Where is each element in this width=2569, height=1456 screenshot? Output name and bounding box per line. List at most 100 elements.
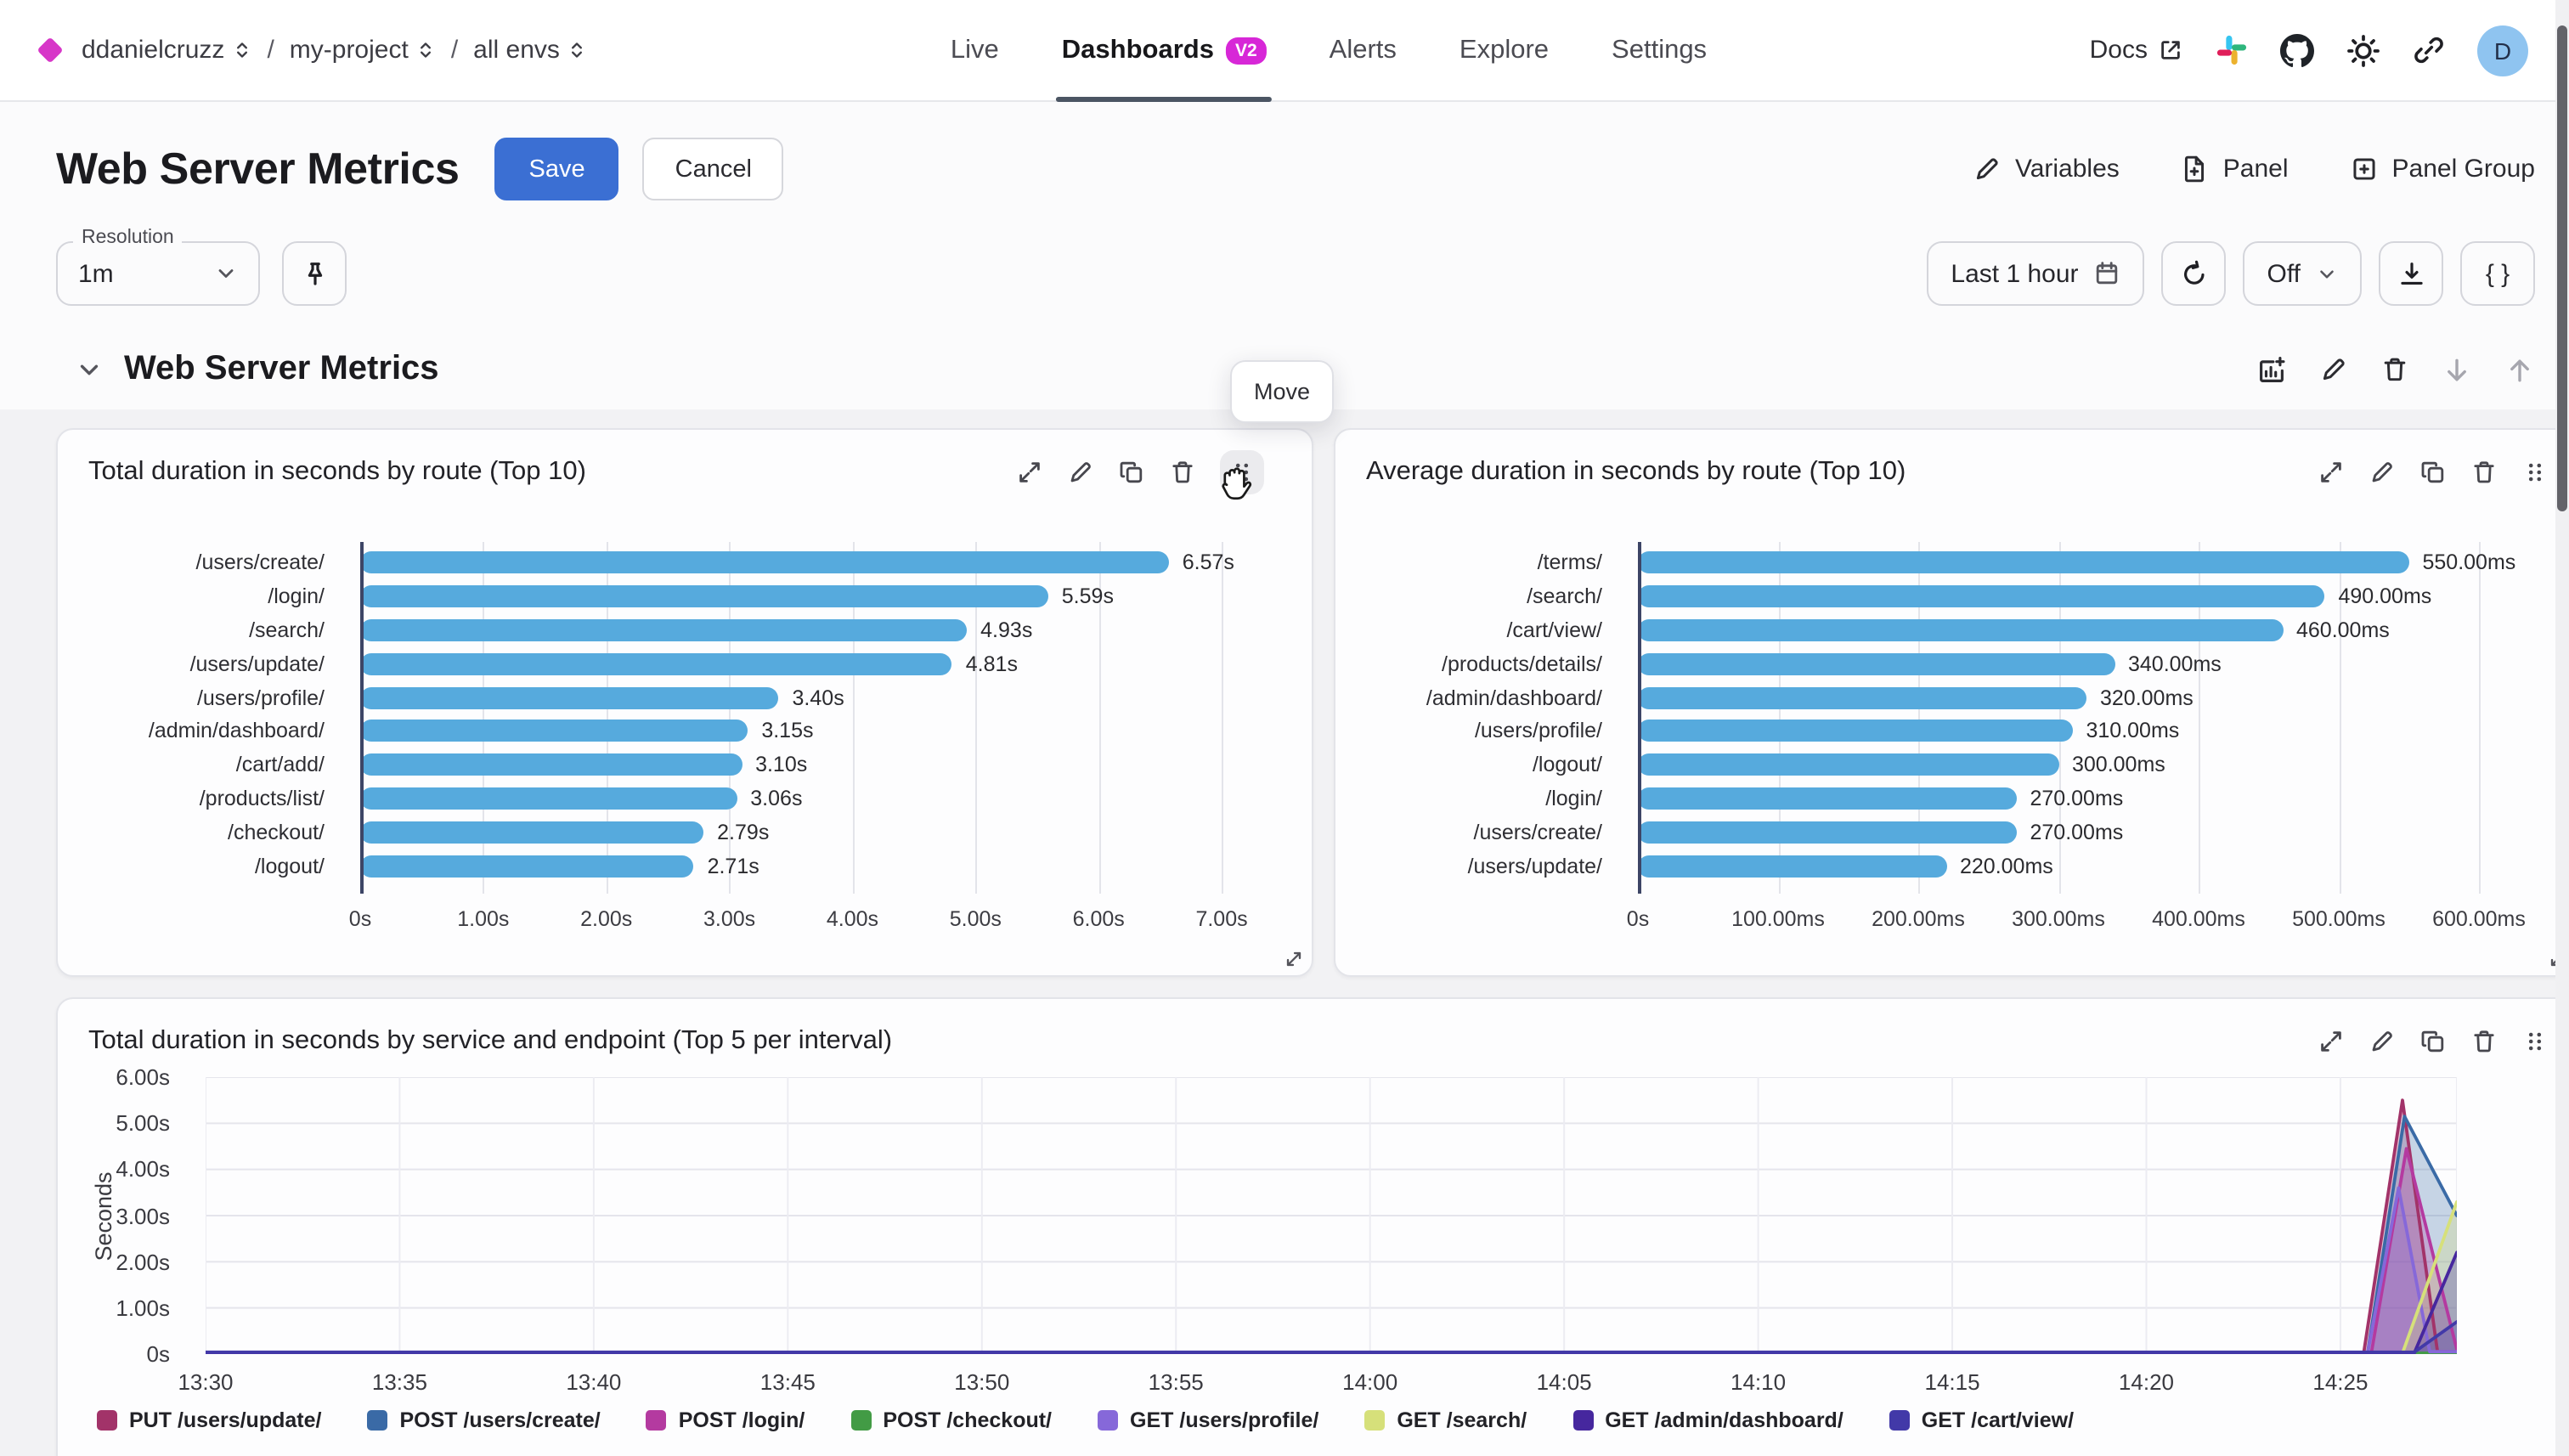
docs-link[interactable]: Docs — [2090, 36, 2183, 65]
time-range-button[interactable]: Last 1 hour — [1927, 241, 2145, 306]
expand-panel-icon[interactable] — [2318, 459, 2345, 486]
legend-label: GET /admin/dashboard/ — [1605, 1408, 1843, 1432]
bar-category-label: /users/create/ — [195, 550, 325, 574]
bar-row: 4.81s — [360, 646, 1271, 680]
breadcrumb: ddanielcruzz / my-project / all envs — [37, 36, 587, 65]
main-nav: Live Dashboards V2 Alerts Explore Settin… — [951, 0, 1707, 102]
panel-group-actions — [2256, 354, 2535, 385]
brand-diamond-icon — [37, 37, 64, 64]
slack-icon[interactable] — [2216, 34, 2248, 66]
edit-section-icon[interactable] — [2319, 355, 2348, 384]
bar-row: 3.40s — [360, 680, 1271, 714]
bar-value-label: 3.06s — [750, 787, 803, 811]
bar-category-label: /login/ — [1545, 787, 1602, 811]
bar — [1638, 787, 2017, 810]
delete-panel-icon[interactable] — [2470, 459, 2498, 486]
legend-label: PUT /users/update/ — [129, 1408, 322, 1432]
auto-refresh-select[interactable]: Off — [2243, 241, 2362, 306]
tab-settings[interactable]: Settings — [1612, 36, 1708, 65]
user-avatar[interactable]: D — [2477, 25, 2528, 76]
legend-swatch — [1098, 1410, 1119, 1431]
refresh-button[interactable] — [2161, 241, 2227, 306]
chevron-down-icon — [218, 269, 234, 278]
add-panel-group-button[interactable]: Panel Group — [2350, 155, 2535, 183]
delete-section-icon[interactable] — [2380, 355, 2409, 384]
gridline — [1778, 542, 1780, 894]
gridline — [1222, 542, 1224, 894]
delete-panel-icon[interactable] — [1169, 459, 1196, 486]
duplicate-panel-icon[interactable] — [2419, 1028, 2447, 1055]
cancel-button[interactable]: Cancel — [642, 138, 784, 200]
legend-item[interactable]: POST /users/create/ — [367, 1408, 601, 1432]
download-button[interactable] — [2379, 241, 2443, 306]
variables-button[interactable]: Variables — [1973, 155, 2120, 183]
bar-value-label: 310.00ms — [2086, 719, 2180, 743]
collapse-chevron-icon[interactable] — [76, 357, 102, 382]
edit-panel-icon[interactable] — [2369, 459, 2396, 486]
github-icon[interactable] — [2280, 33, 2314, 67]
auto-refresh-value: Off — [2267, 259, 2301, 288]
duplicate-panel-icon[interactable] — [1118, 459, 1145, 486]
bar-category-label: /admin/dashboard/ — [148, 719, 325, 743]
save-button[interactable]: Save — [494, 138, 619, 200]
tab-dashboards[interactable]: Dashboards V2 — [1056, 0, 1273, 102]
header-actions: Variables Panel Panel Group — [1973, 155, 2535, 183]
project-selector[interactable]: my-project — [290, 36, 436, 65]
bar — [360, 652, 952, 675]
bar-value-label: 460.00ms — [2296, 618, 2390, 642]
x-tick-label: 3.00s — [703, 907, 756, 931]
bar-row: 3.06s — [360, 782, 1271, 816]
add-panel-button[interactable]: Panel — [2181, 155, 2289, 183]
y-tick-label: 0s — [146, 1341, 170, 1367]
environment-selector[interactable]: all envs — [473, 36, 587, 65]
link-icon[interactable] — [2413, 34, 2445, 66]
legend-item[interactable]: GET /admin/dashboard/ — [1572, 1408, 1843, 1432]
add-chart-icon[interactable] — [2256, 354, 2287, 385]
move-section-up-icon[interactable] — [2504, 354, 2535, 385]
tab-alerts[interactable]: Alerts — [1329, 36, 1397, 65]
bar-plot: 6.57s 5.59s 4.93s 4.81s 3.40s 3.15s 3.10s 3.06s… — [360, 542, 1271, 894]
drag-panel-handle[interactable] — [2521, 459, 2549, 486]
scrollbar-thumb[interactable] — [2557, 25, 2567, 511]
edit-panel-icon[interactable] — [1067, 459, 1094, 486]
bar-row: 550.00ms — [1638, 545, 2535, 579]
panel-title: Total duration in seconds by service and… — [88, 1026, 893, 1055]
bar — [360, 550, 1169, 573]
legend-item[interactable]: POST /checkout/ — [850, 1408, 1052, 1432]
legend-item[interactable]: GET /users/profile/ — [1098, 1408, 1318, 1432]
legend-item[interactable]: GET /search/ — [1364, 1408, 1527, 1432]
tab-explore[interactable]: Explore — [1459, 36, 1550, 65]
pin-button[interactable] — [282, 241, 347, 306]
duplicate-panel-icon[interactable] — [2419, 459, 2447, 486]
download-icon — [2400, 262, 2422, 285]
org-selector[interactable]: ddanielcruzz — [82, 36, 251, 65]
bar — [360, 787, 737, 810]
project-name: my-project — [289, 36, 409, 65]
x-axis-ticks: 0s 100.00ms 200.00ms 300.00ms 400.00ms 500.00… — [1627, 907, 2535, 934]
legend-item[interactable]: PUT /users/update/ — [97, 1408, 321, 1432]
resolution-select[interactable]: Resolution 1m — [56, 228, 260, 306]
legend-item[interactable]: POST /login/ — [646, 1408, 805, 1432]
tab-live[interactable]: Live — [950, 36, 999, 65]
theme-sun-icon[interactable] — [2346, 33, 2380, 67]
panel-average-duration-by-route: Average duration in seconds by route (To… — [1334, 428, 2569, 977]
drag-panel-handle[interactable] — [2521, 1028, 2549, 1055]
move-section-down-icon[interactable] — [2442, 354, 2472, 385]
expand-panel-icon[interactable] — [2318, 1028, 2345, 1055]
x-tick-label: 600.00ms — [2432, 907, 2526, 931]
delete-panel-icon[interactable] — [2470, 1028, 2498, 1055]
variables-label: Variables — [2014, 155, 2120, 183]
timeseries-chart: 0s 1.00s 2.00s 3.00s 4.00s 5.00s 6.00s Seconds 1… — [58, 999, 2569, 1456]
json-braces-button[interactable]: { } — [2460, 241, 2535, 306]
expand-panel-icon[interactable] — [1016, 459, 1043, 486]
org-name: ddanielcruzz — [82, 36, 225, 65]
nav-right-cluster: Docs D — [2090, 25, 2528, 76]
gridline — [2479, 542, 2481, 894]
edit-panel-icon[interactable] — [2369, 1028, 2396, 1055]
dashboard-controls: Resolution 1m Last 1 hour Off { } — [56, 228, 2535, 306]
legend-item[interactable]: GET /cart/view/ — [1889, 1408, 2074, 1432]
legend-label: GET /users/profile/ — [1130, 1408, 1319, 1432]
resize-handle-icon[interactable] — [1284, 950, 1303, 968]
bar — [360, 584, 1048, 607]
bar-category-label: /cart/add/ — [235, 753, 325, 777]
